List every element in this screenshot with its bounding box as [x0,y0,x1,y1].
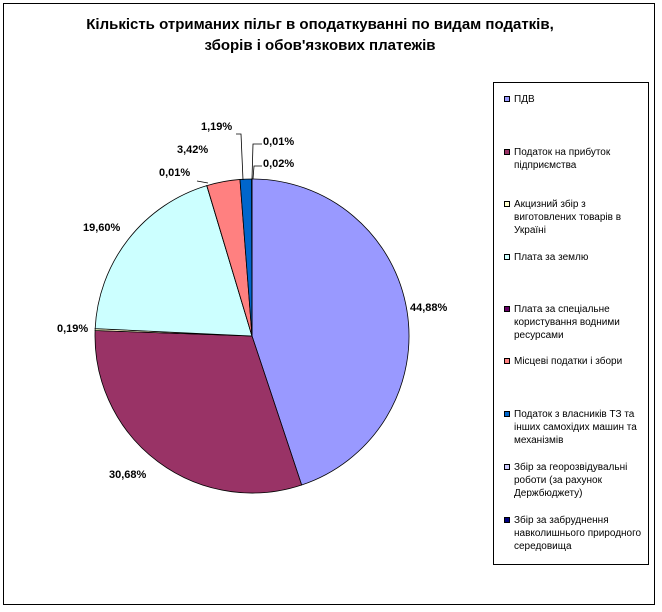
data-label: 44,88% [410,302,448,314]
legend-label: Місцеві податки і збори [514,356,623,367]
leader-line [236,133,244,181]
chart-title: Кількість отриманих пільг в оподаткуванн… [40,14,600,56]
data-label: 0,19% [57,323,88,335]
leader-line [252,165,262,180]
legend-swatch [504,306,510,312]
legend-label: Збір за георозвідувальні роботи (за раху… [514,462,628,499]
legend-swatch [504,464,510,470]
pie-slice [94,185,253,337]
data-label: 3,42% [177,144,208,156]
legend-swatch [504,358,510,364]
legend-swatch [504,517,510,523]
legend-swatch [504,411,510,417]
chart-title-line-1: Кількість отриманих пільг в оподаткуванн… [86,16,554,33]
data-label: 0,02% [263,158,294,170]
pie-slice [94,330,303,494]
legend-swatch [504,201,510,207]
leader-line [251,143,262,180]
legend-swatch [504,254,510,260]
data-label: 0,01% [159,167,190,179]
legend-swatch [504,149,510,155]
legend-label: Плата за спеціальне користування водними… [514,304,620,341]
data-label: 1,19% [201,121,232,133]
legend-label: Акцизний збір з виготовлених товарів в У… [514,199,622,236]
leader-line [196,180,209,184]
legend-label: ПДВ [514,94,535,105]
legend-label: Податок з власників ТЗ та інших самохіди… [514,409,637,446]
legend-label: Плата за землю [514,252,589,263]
data-label: 19,60% [83,222,121,234]
pie-slice [251,178,410,486]
data-label: 30,68% [109,469,147,481]
legend-label: Податок на прибуток підприємства [514,147,611,171]
chart-title-line-2: зборів і обов'язкових платежів [204,37,436,54]
legend-swatch [504,96,510,102]
data-label: 0,01% [263,136,294,148]
legend-label: Збір за забруднення навколишнього природ… [514,515,642,552]
chart-legend: ПДВ Податок на прибуток підприємства Акциз… [493,82,649,565]
